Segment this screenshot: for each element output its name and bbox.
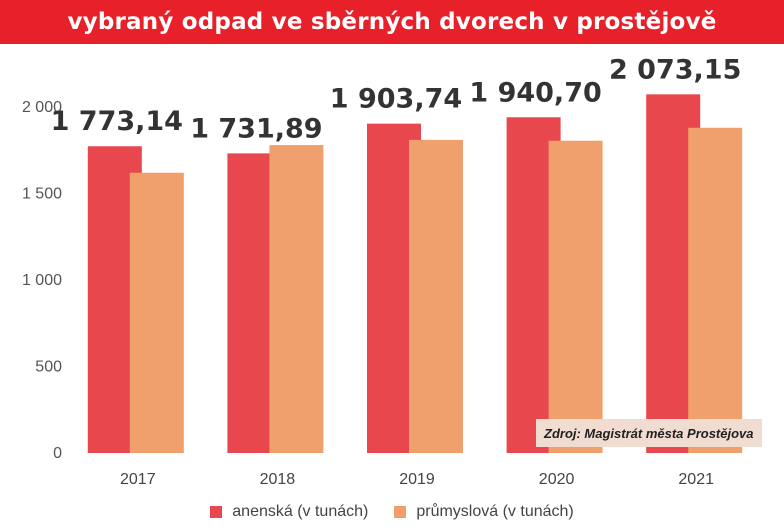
bar-prumyslova-2019 xyxy=(409,139,463,453)
title-bar: vybraný odpad ve sběrných dvorech v pros… xyxy=(0,0,784,44)
legend-label: průmyslová (v tunách) xyxy=(416,503,574,520)
y-tick-label: 1 000 xyxy=(22,272,62,289)
y-tick-label: 0 xyxy=(53,445,62,462)
x-tick-label: 2021 xyxy=(678,471,714,488)
chart-title: vybraný odpad ve sběrných dvorech v pros… xyxy=(67,9,717,35)
y-tick-label: 2 000 xyxy=(22,99,62,116)
data-label: 1 940,70 xyxy=(469,77,601,108)
x-tick-label: 2019 xyxy=(399,471,435,488)
data-label: 1 903,74 xyxy=(330,84,462,115)
data-label: 1 731,89 xyxy=(190,113,322,144)
legend: anenská (v tunách) průmyslová (v tunách) xyxy=(0,500,784,524)
bar-prumyslova-2020 xyxy=(548,140,603,454)
x-tick-label: 2018 xyxy=(260,471,296,488)
bar-prumyslova-2021 xyxy=(688,127,743,453)
legend-label: anenská (v tunách) xyxy=(232,503,369,520)
data-label: 1 773,14 xyxy=(51,106,183,137)
source-text: Zdroj: Magistrát města Prostějova xyxy=(544,425,754,441)
x-tick-label: 2017 xyxy=(120,471,156,488)
y-tick-label: 1 500 xyxy=(22,186,62,203)
y-tick-label: 500 xyxy=(35,359,62,376)
legend-item: anenská (v tunách) xyxy=(210,503,368,521)
bar-prumyslova-2018 xyxy=(269,145,324,453)
data-label: 2 073,15 xyxy=(609,54,741,85)
legend-item: průmyslová (v tunách) xyxy=(394,503,574,521)
x-tick-label: 2020 xyxy=(539,471,575,488)
source-note: Zdroj: Magistrát města Prostějova xyxy=(536,419,762,447)
legend-swatch xyxy=(394,506,407,518)
legend-swatch xyxy=(210,506,223,518)
bar-prumyslova-2017 xyxy=(129,172,184,454)
